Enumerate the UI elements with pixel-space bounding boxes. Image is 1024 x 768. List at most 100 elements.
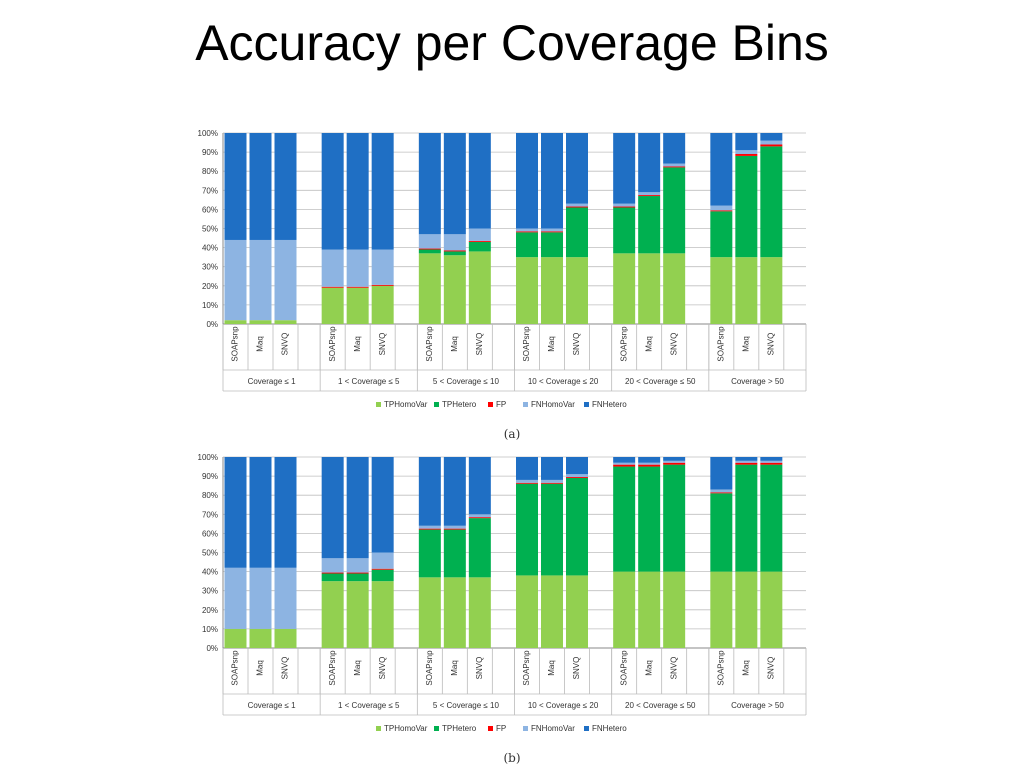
bar-segment-fp	[663, 166, 686, 168]
bar-segment-fnhomovar	[663, 163, 686, 167]
bar-segment-tphomovar	[663, 571, 686, 648]
bar-segment-tphetero	[613, 207, 636, 254]
y-tick-label: 60%	[202, 529, 218, 538]
bar-segment-fp	[418, 248, 441, 250]
bar-segment-fnhomovar	[418, 525, 441, 529]
bar-segment-fnhomovar	[468, 514, 491, 518]
bar-segment-fnhetero	[638, 457, 661, 463]
bar-segment-fnhetero	[468, 457, 491, 515]
legend-label: TPHomoVar	[384, 724, 428, 733]
bar-segment-tphomovar	[541, 257, 563, 324]
legend-swatch	[376, 726, 381, 731]
category-label: Maq	[644, 660, 653, 676]
bar-segment-fp	[710, 492, 733, 494]
category-label: SNVQ	[281, 333, 290, 356]
bar-segment-fp	[735, 462, 758, 465]
group-label: 1 < Coverage ≤ 5	[338, 701, 400, 710]
bar-segment-fnhetero	[541, 457, 563, 480]
bar-segment-fnhetero	[274, 133, 297, 240]
bar-segment-fnhomovar	[638, 192, 661, 196]
bar-segment-tphetero	[710, 211, 733, 258]
y-tick-label: 0%	[206, 644, 218, 653]
bar-segment-tphetero	[566, 207, 588, 258]
bar-segment-fnhomovar	[443, 234, 466, 251]
bar-segment-fnhetero	[468, 133, 491, 229]
bar-segment-fnhetero	[346, 457, 369, 559]
bar-segment-fnhetero	[321, 133, 344, 250]
bar-segment-fnhetero	[663, 457, 686, 461]
bar-segment-tphetero	[418, 529, 441, 578]
bar-segment-fnhetero	[760, 133, 783, 141]
bar-segment-tphomovar	[371, 285, 394, 324]
bar-segment-fnhetero	[735, 133, 758, 151]
category-label: SOAPsnp	[231, 326, 240, 362]
bar-segment-fnhetero	[371, 457, 394, 553]
bar-segment-fp	[710, 210, 733, 212]
legend-swatch	[434, 402, 439, 407]
category-label: Maq	[256, 660, 265, 676]
bar-segment-fnhomovar	[443, 525, 466, 529]
legend-swatch	[488, 726, 493, 731]
category-label: SOAPsnp	[328, 650, 337, 686]
bar-segment-fnhetero	[346, 133, 369, 250]
legend-label: FNHetero	[592, 400, 627, 409]
bar-segment-tphomovar	[371, 581, 394, 648]
category-label: SNVQ	[475, 657, 484, 680]
bar-segment-fp	[346, 286, 369, 288]
group-label: 20 < Coverage ≤ 50	[625, 377, 696, 386]
bar-segment-fnhomovar	[613, 462, 636, 465]
bar-segment-fnhomovar	[541, 228, 563, 232]
legend-swatch	[376, 402, 381, 407]
bar-segment-tphomovar	[613, 253, 636, 324]
y-tick-label: 70%	[202, 510, 218, 519]
bar-segment-tphetero	[735, 155, 758, 258]
bar-segment-fp	[468, 517, 491, 519]
y-tick-label: 50%	[202, 225, 218, 234]
bar-segment-tphomovar	[321, 287, 344, 324]
bar-segment-fnhetero	[418, 133, 441, 235]
bar-segment-tphetero	[760, 146, 783, 258]
bar-segment-fnhomovar	[663, 460, 686, 463]
bar-segment-fnhetero	[735, 457, 758, 461]
bar-segment-tphetero	[541, 232, 563, 258]
bar-segment-fp	[468, 240, 491, 242]
bar-segment-tphomovar	[638, 571, 661, 648]
y-tick-label: 40%	[202, 568, 218, 577]
bar-segment-fnhetero	[760, 457, 783, 461]
bar-segment-tphomovar	[321, 581, 344, 648]
bar-segment-fp	[443, 528, 466, 530]
bar-segment-tphomovar	[443, 577, 466, 648]
legend-swatch	[523, 402, 528, 407]
bar-segment-tphetero	[735, 464, 758, 572]
legend-swatch	[523, 726, 528, 731]
bar-segment-tphetero	[760, 464, 783, 572]
bar-segment-fnhetero	[516, 457, 538, 480]
group-label: 5 < Coverage ≤ 10	[433, 377, 500, 386]
bar-segment-tphomovar	[638, 253, 661, 324]
stacked-bar-chart-a: 0% 10% 20% 30% 40% 50% 60% 70% 80% 90% 100% SOAPsnp…	[198, 129, 807, 409]
bar-segment-fnhomovar	[566, 474, 588, 478]
bar-segment-fp	[760, 144, 783, 147]
bar-segment-tphetero	[613, 466, 636, 572]
category-label: Maq	[547, 336, 556, 352]
bar-segment-tphomovar	[468, 251, 491, 324]
group-label: 10 < Coverage ≤ 20	[528, 701, 599, 710]
bar-segment-fnhomovar	[468, 228, 491, 241]
bar-segment-fnhetero	[613, 457, 636, 463]
bar-segment-fnhetero	[516, 133, 538, 229]
bar-segment-fp	[760, 462, 783, 465]
y-tick-label: 20%	[202, 606, 218, 615]
category-label: SOAPsnp	[425, 650, 434, 686]
bar-segment-tphomovar	[346, 287, 369, 324]
legend-label: TPHetero	[442, 724, 477, 733]
category-label: SNVQ	[669, 333, 678, 356]
bar-segment-fp	[613, 206, 636, 208]
bar-segment-fp	[613, 464, 636, 467]
bar-segment-tphetero	[321, 573, 344, 582]
bar-segment-tphetero	[418, 249, 441, 254]
y-tick-label: 20%	[202, 282, 218, 291]
bar-segment-tphomovar	[346, 581, 369, 648]
bar-segment-fp	[638, 195, 661, 197]
category-label: Maq	[644, 336, 653, 352]
category-label: SOAPsnp	[619, 650, 628, 686]
